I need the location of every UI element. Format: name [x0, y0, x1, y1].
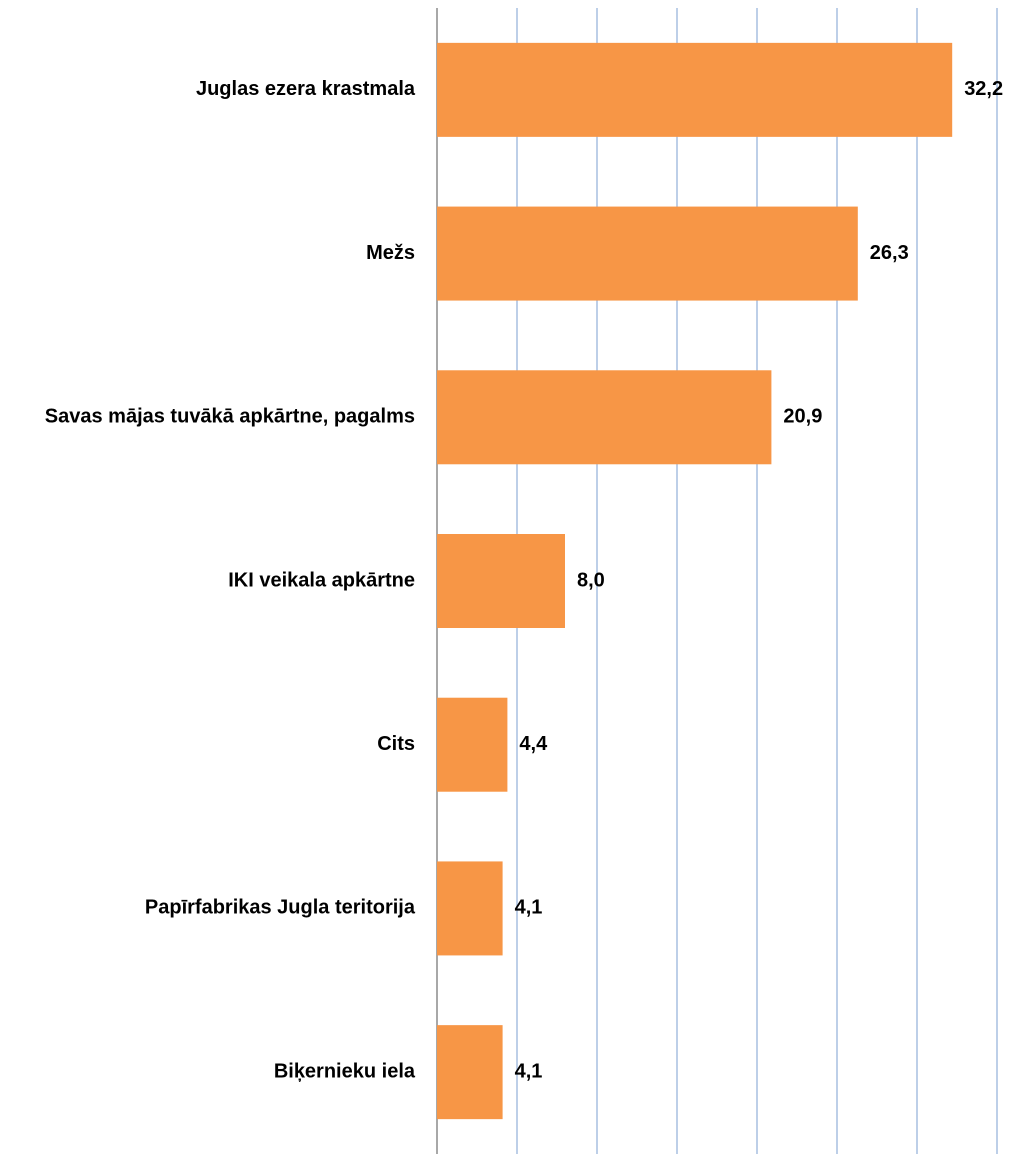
data-label: 26,3	[870, 242, 909, 264]
bar	[437, 697, 508, 792]
data-label: 8,0	[577, 569, 605, 591]
data-label: 20,9	[783, 406, 822, 428]
data-label: 4,4	[519, 733, 548, 755]
y-tick-label: Juglas ezera krastmala	[196, 78, 416, 100]
data-label: 4,1	[515, 1060, 543, 1082]
y-tick-label: Mežs	[366, 242, 415, 264]
y-tick-label: Savas mājas tuvākā apkārtne, pagalms	[45, 406, 415, 428]
y-tick-label: IKI veikala apkārtne	[228, 569, 415, 591]
y-tick-label: Papīrfabrikas Jugla teritorija	[145, 897, 416, 919]
y-tick-label: Biķernieku iela	[274, 1060, 416, 1082]
bar	[437, 534, 565, 628]
bar	[437, 42, 953, 137]
bar	[437, 206, 858, 301]
y-tick-label: Cits	[377, 733, 415, 755]
data-label: 32,2	[964, 78, 1003, 100]
bar	[437, 370, 772, 465]
bar	[437, 861, 503, 956]
bar	[437, 1025, 503, 1120]
data-label: 4,1	[515, 897, 543, 919]
